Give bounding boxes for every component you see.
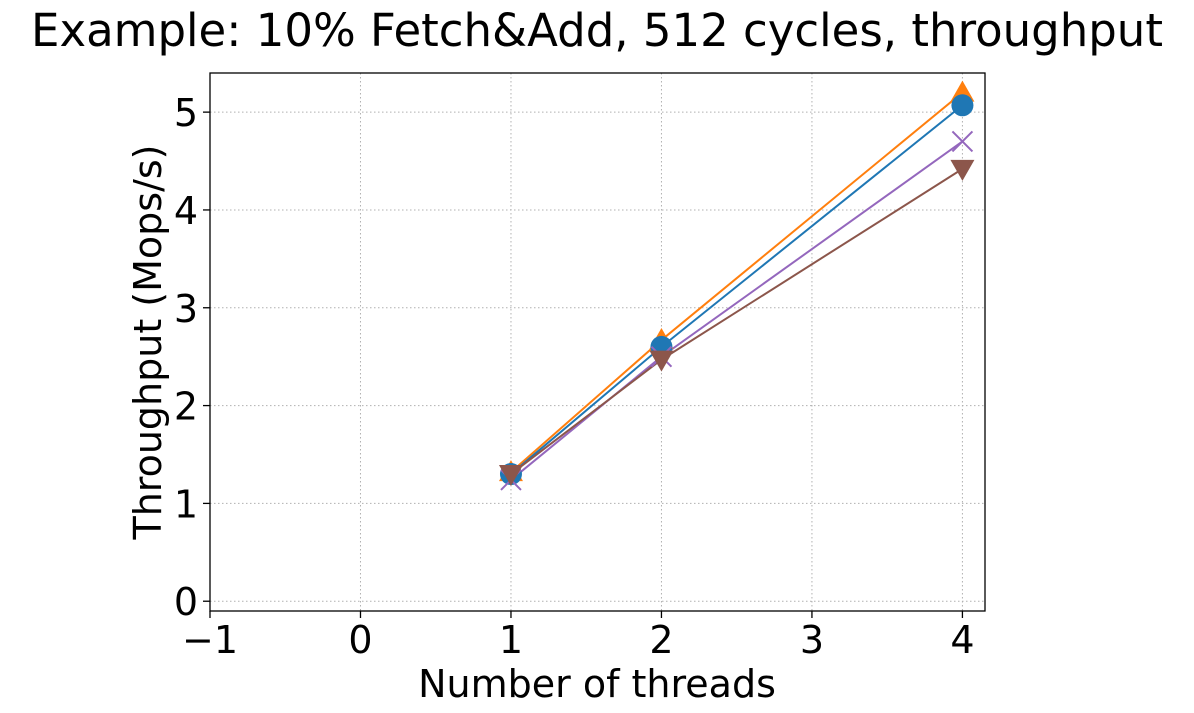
- y-tick-label: 1: [174, 482, 198, 526]
- y-tick-label: 2: [174, 385, 198, 429]
- x-tick-label: 3: [800, 618, 824, 662]
- x-tick-label: 2: [649, 618, 673, 662]
- series-line: [510, 104, 964, 475]
- data-point-circle: [951, 94, 974, 117]
- series-line: [510, 91, 964, 473]
- y-tick-label: 5: [174, 91, 198, 135]
- series-group: [498, 80, 975, 491]
- data-point-triangle-down: [950, 159, 975, 181]
- y-tick-label: 3: [174, 287, 198, 331]
- data-point-triangle-down: [498, 465, 523, 487]
- x-tick-label: −1: [182, 618, 238, 662]
- data-point-x: [951, 130, 974, 153]
- x-axis-label: Number of threads: [418, 662, 776, 706]
- x-axis-ticks: −1 0 1 2 3 4: [182, 611, 975, 662]
- y-tick-label: 0: [174, 580, 198, 624]
- y-axis-label: Throughput (Mops/s): [126, 144, 170, 540]
- data-point-triangle-down: [649, 350, 674, 372]
- series-line: [510, 168, 963, 475]
- x-tick-label: 0: [348, 618, 372, 662]
- x-tick-label: 4: [950, 618, 974, 662]
- series-line: [510, 140, 964, 481]
- plot-area: [209, 72, 986, 612]
- y-tick-label: 4: [174, 189, 198, 233]
- chart-title: Example: 10% Fetch&Add, 512 cycles, thro…: [31, 4, 1163, 57]
- y-axis-ticks: 0 1 2 3 4 5: [174, 91, 210, 624]
- x-tick-label: 1: [499, 618, 523, 662]
- grid: [209, 73, 985, 611]
